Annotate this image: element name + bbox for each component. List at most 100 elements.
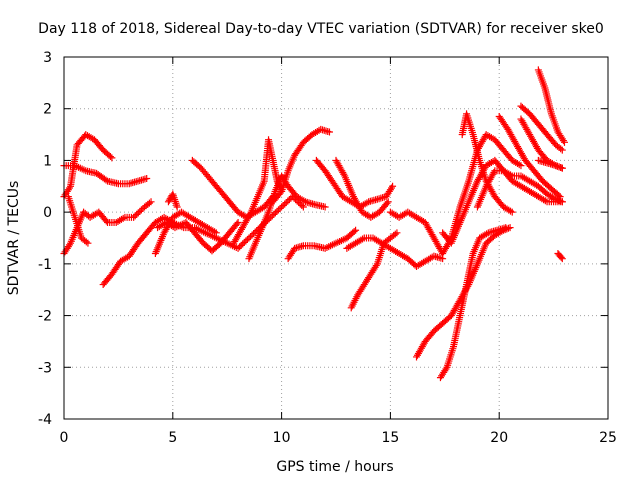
data-point (552, 162, 560, 170)
data-point (559, 137, 567, 145)
data-point (325, 128, 333, 136)
y-tick-label: -1 (38, 257, 52, 273)
data-point (558, 164, 566, 172)
data-series-track (151, 208, 220, 258)
data-point (557, 253, 565, 261)
data-series-track (554, 250, 566, 263)
y-tick-label: -3 (38, 360, 52, 376)
data-point (502, 224, 510, 232)
data-series-track (343, 234, 447, 270)
data-point (271, 209, 279, 217)
data-point (391, 230, 399, 238)
data-point (246, 210, 254, 218)
data-point (278, 203, 286, 211)
data-point (243, 235, 251, 243)
data-point (270, 210, 278, 218)
data-point (558, 198, 566, 206)
y-tick-label: 0 (43, 205, 52, 221)
data-point (242, 237, 250, 245)
data-point (273, 207, 281, 215)
data-point (553, 162, 561, 170)
data-series-track (164, 190, 181, 211)
data-series-track (332, 156, 392, 221)
data-point (84, 239, 92, 247)
data-point (173, 203, 181, 211)
data-point (560, 138, 568, 146)
data-point (299, 203, 307, 211)
data-point (245, 234, 253, 242)
data-point (248, 231, 256, 239)
data-point (143, 175, 151, 183)
data-marks (60, 66, 568, 382)
data-point (281, 200, 289, 208)
data-point (384, 198, 392, 206)
data-point (276, 204, 284, 212)
data-point (393, 229, 401, 237)
data-point (389, 182, 397, 190)
data-series-track (534, 66, 568, 146)
data-point (557, 145, 565, 153)
data-point (383, 199, 391, 207)
data-point (131, 212, 139, 220)
data-point (372, 262, 380, 270)
data-point (555, 163, 563, 171)
data-point (136, 207, 144, 215)
y-axis-label: SDTVAR / TECUs (6, 181, 22, 296)
data-point (284, 197, 292, 205)
y-tick-label: 1 (43, 153, 52, 169)
data-point (134, 209, 142, 217)
data-point (234, 244, 242, 252)
data-series-track (64, 193, 92, 247)
data-point (247, 233, 255, 241)
data-point (82, 238, 90, 246)
y-tick-label: 2 (43, 102, 52, 118)
data-point (558, 255, 566, 263)
data-point (137, 206, 145, 214)
data-series-track (347, 229, 401, 312)
data-point (508, 208, 516, 216)
data-series-track (439, 156, 566, 247)
data-point (234, 218, 242, 226)
data-point (145, 199, 153, 207)
data-point (350, 228, 358, 236)
data-series-track (534, 156, 566, 172)
data-series-track (99, 193, 307, 289)
x-tick-label: 5 (168, 430, 177, 446)
data-point (239, 240, 247, 248)
x-tick-label: 20 (490, 430, 508, 446)
data-point (552, 195, 560, 203)
data-point (102, 217, 110, 225)
data-point (279, 201, 287, 209)
data-point (233, 220, 241, 228)
data-point (557, 164, 565, 172)
data-point (237, 241, 245, 249)
x-tick-label: 0 (60, 430, 69, 446)
data-point (556, 193, 564, 201)
data-point (65, 241, 73, 249)
data-series-track (284, 226, 360, 263)
data-point (490, 168, 498, 176)
y-tick-label: -2 (38, 309, 52, 325)
data-point (285, 196, 293, 204)
data-point (130, 213, 138, 221)
y-tick-label: -4 (38, 412, 52, 428)
data-point (240, 238, 248, 246)
x-tick-label: 15 (381, 430, 399, 446)
plot-frame (63, 56, 609, 420)
data-point (274, 206, 282, 214)
data-point (321, 203, 329, 211)
data-series-track (473, 167, 566, 211)
data-point (387, 184, 395, 192)
data-series-track (436, 224, 510, 382)
data-point (340, 170, 348, 178)
data-point (65, 184, 73, 192)
x-axis-label: GPS time / hours (276, 459, 393, 475)
data-point (267, 213, 275, 221)
data-point (352, 226, 360, 234)
axes: 0 5 10 15 20 25 -4 -3 -2 -1 0 1 2 3 (38, 50, 617, 446)
data-point (558, 146, 566, 154)
data-series-track (517, 102, 566, 154)
data-point (442, 365, 450, 373)
